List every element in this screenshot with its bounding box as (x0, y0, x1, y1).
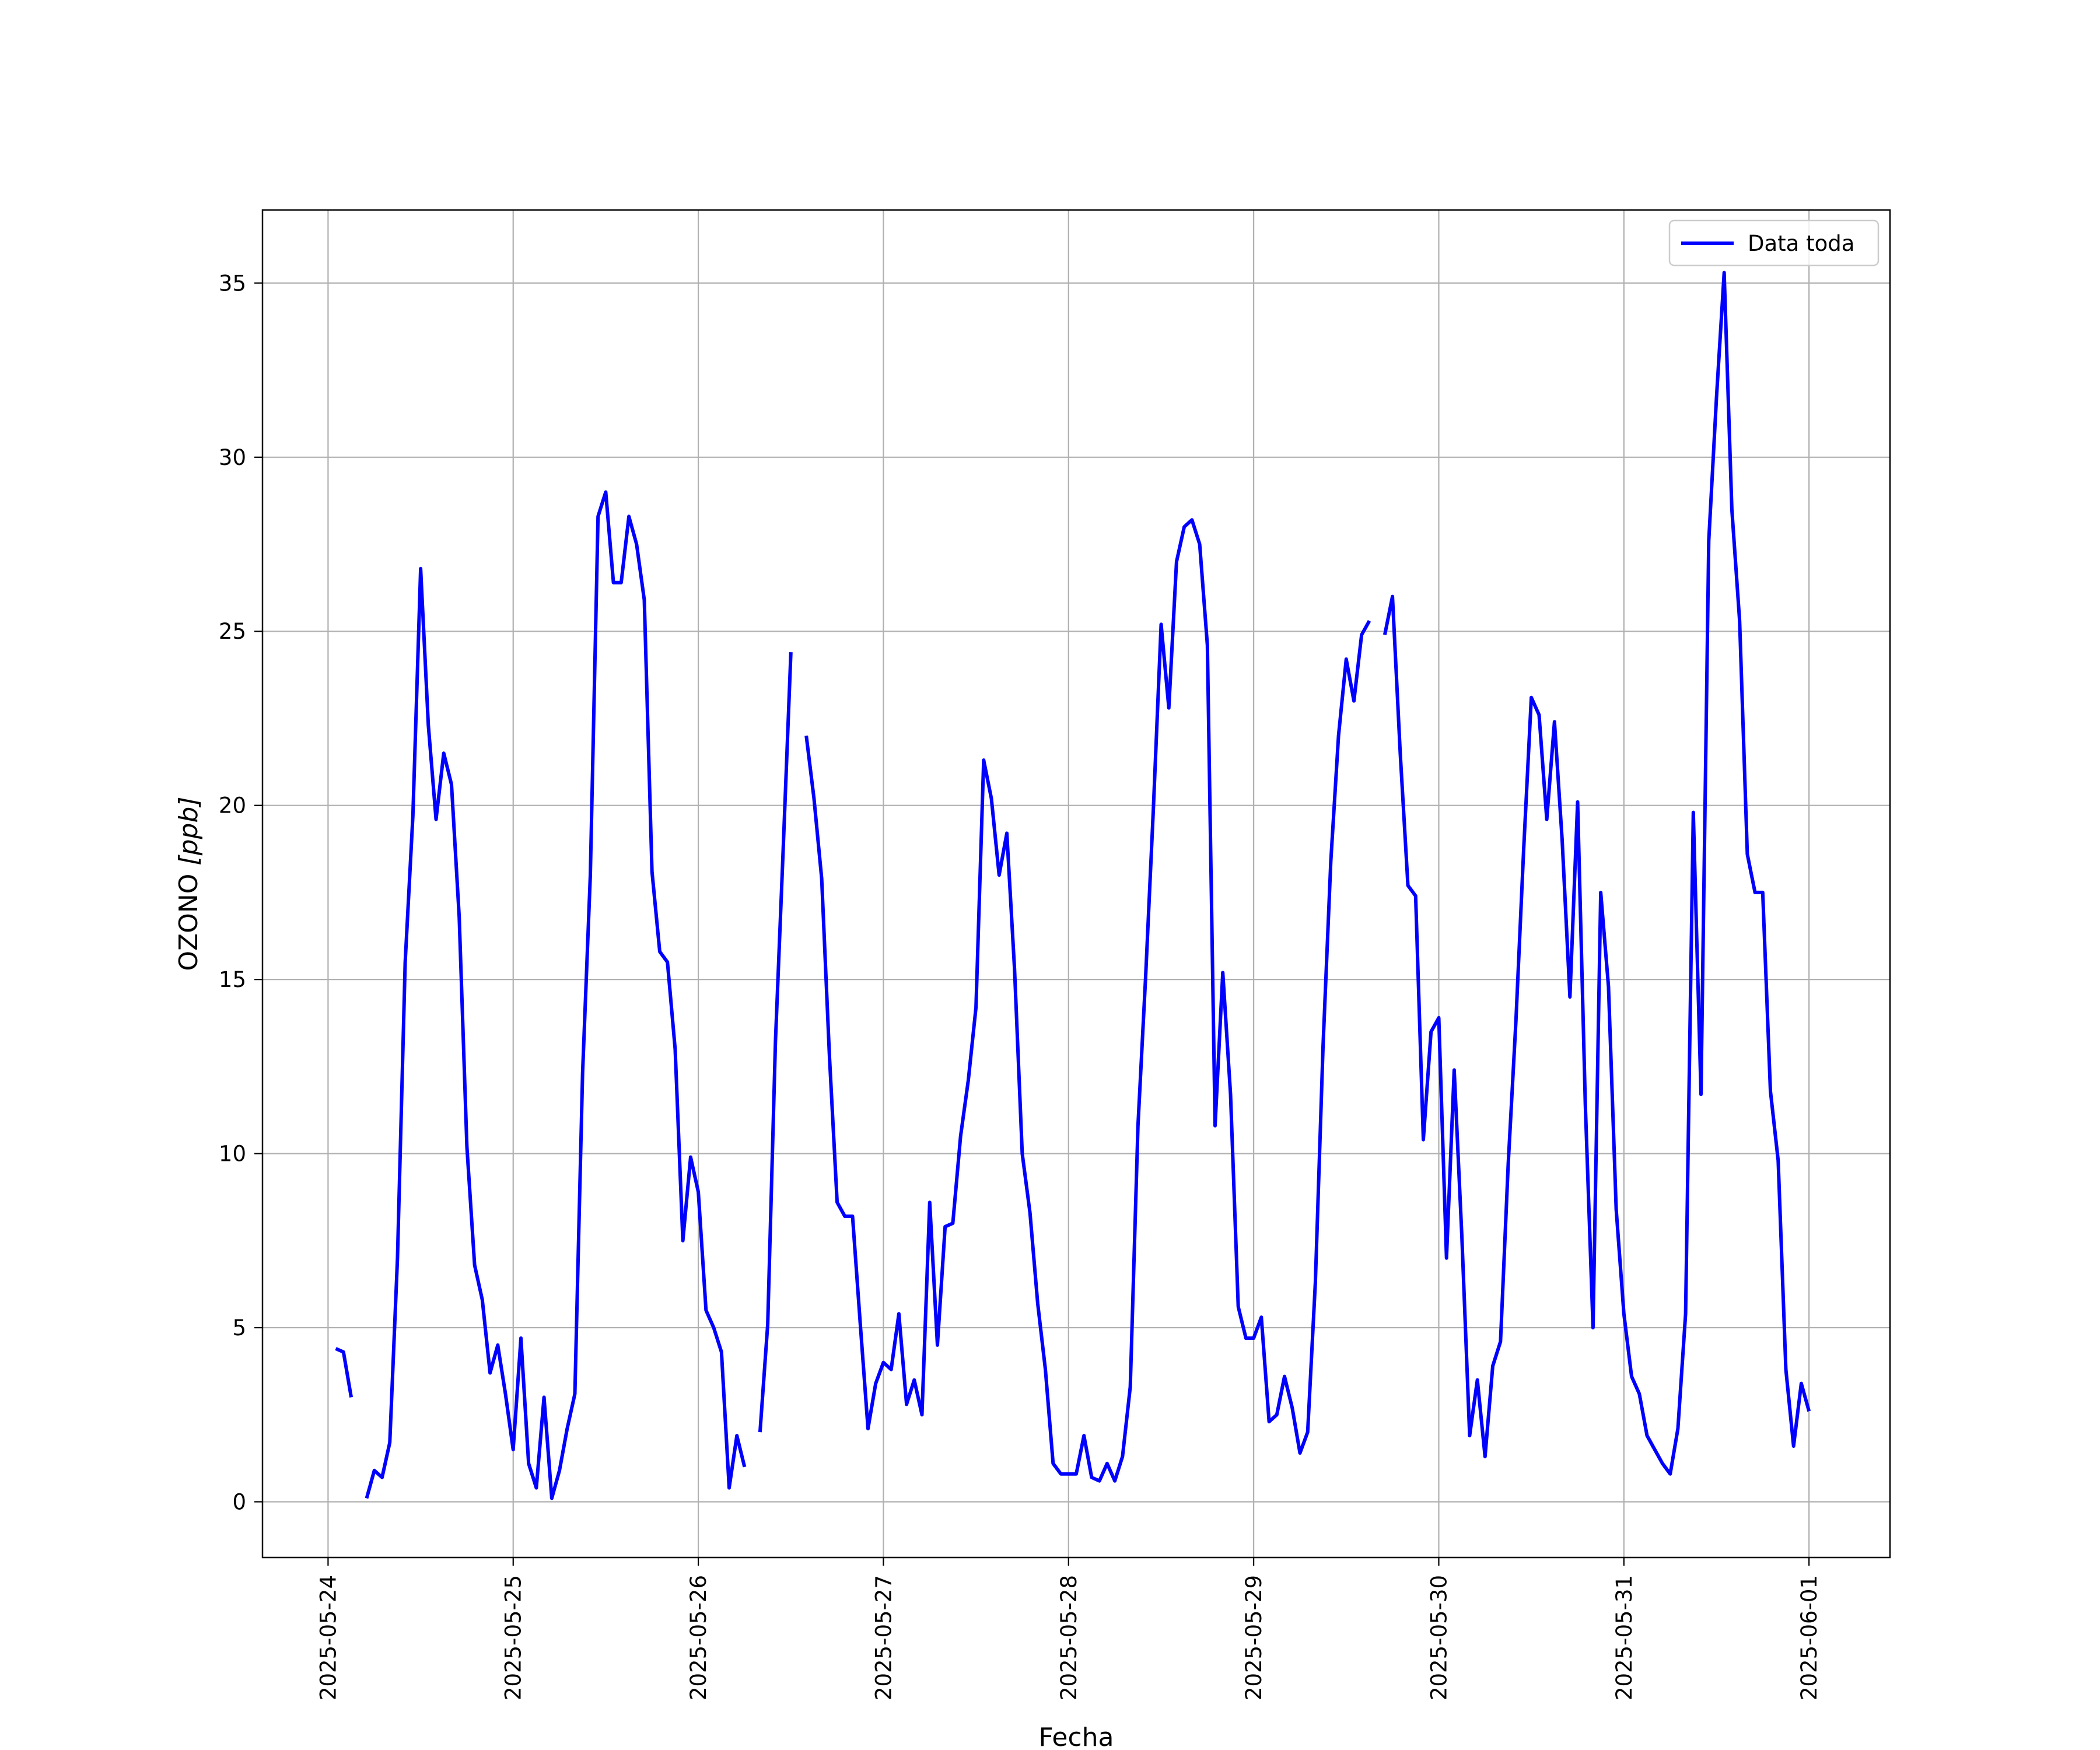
legend-label: Data toda (1748, 231, 1854, 256)
y-tick-label: 0 (232, 1489, 246, 1514)
y-tick-label: 5 (232, 1315, 246, 1340)
y-tick-label: 35 (219, 271, 246, 296)
x-tick-label: 2025-05-31 (1612, 1575, 1637, 1700)
x-tick-label: 2025-05-29 (1241, 1575, 1266, 1700)
y-axis-label: OZONO [ppb] (174, 796, 204, 971)
plot-frame (261, 209, 1891, 1559)
x-tick-label: 2025-06-01 (1797, 1575, 1822, 1700)
x-tick-label: 2025-05-25 (501, 1575, 526, 1700)
x-tick-label: 2025-05-27 (871, 1575, 896, 1700)
y-tick-label: 10 (219, 1142, 246, 1167)
y-tick-label: 25 (219, 619, 246, 644)
y-axis-label-main: OZONO (174, 866, 204, 971)
legend: Data toda (1668, 219, 1880, 267)
x-tick-label: 2025-05-24 (316, 1575, 341, 1700)
y-axis: 0 5 10 15 20 25 30 35 (219, 271, 262, 1514)
x-axis: 2025-05-24 2025-05-25 2025-05-26 2025-05-27… (316, 1558, 1822, 1700)
series-line-0 (335, 271, 1811, 1500)
legend-box (1668, 219, 1880, 267)
x-tick-label: 2025-05-28 (1056, 1575, 1082, 1700)
y-tick-label: 15 (219, 967, 246, 992)
x-axis-label: Fecha (1038, 1723, 1114, 1750)
series-layer (335, 271, 1811, 1500)
y-axis-label-unit: [ppb] (174, 796, 204, 865)
y-tick-label: 30 (219, 445, 246, 470)
x-tick-label: 2025-05-30 (1426, 1575, 1451, 1700)
grid-lines (262, 210, 1890, 1558)
x-tick-label: 2025-05-26 (686, 1575, 711, 1700)
y-tick-label: 20 (219, 793, 246, 818)
plot-area-background (262, 210, 1890, 1558)
